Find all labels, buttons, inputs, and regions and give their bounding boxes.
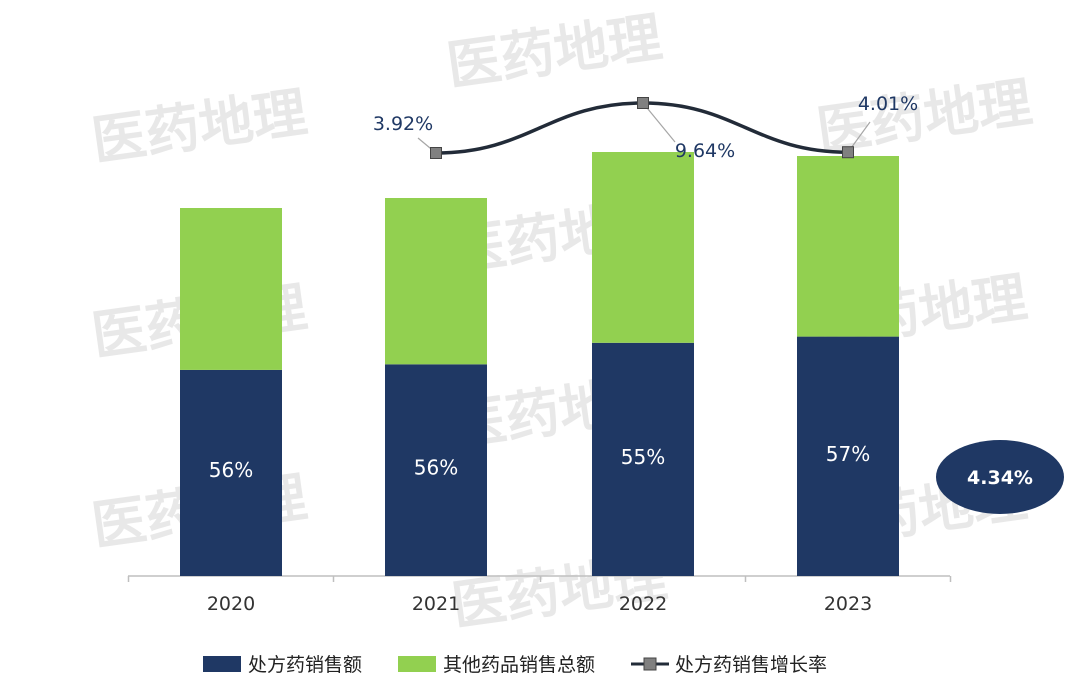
- legend-swatch-prescription: [203, 656, 241, 672]
- callout-badge: 4.34%: [936, 440, 1064, 514]
- growth-marker-2022: [637, 97, 649, 109]
- legend-marker-growth: [643, 657, 657, 671]
- growth-label-2021: 3.92%: [373, 113, 433, 135]
- bar-other-2022: [592, 152, 694, 343]
- bars-layer: 56% 56% 55% 57%: [180, 152, 899, 576]
- growth-line-layer: 3.92% 9.64% 4.01%: [373, 93, 918, 162]
- growth-rate-line: [435, 101, 849, 155]
- callout-text: 4.34%: [967, 467, 1033, 489]
- x-tick-layer: 2020 2021 2022 2023: [127, 576, 952, 615]
- bar-other-2020: [180, 208, 282, 370]
- watermark-text: 医药地理: [443, 5, 666, 97]
- growth-marker-2021: [430, 147, 442, 159]
- legend-swatch-other: [398, 656, 436, 672]
- callout-ellipse: [936, 440, 1064, 514]
- x-tick-label-2023: 2023: [824, 593, 872, 615]
- bar-prescription-2023: [797, 336, 899, 576]
- x-tick-label-2021: 2021: [412, 593, 460, 615]
- x-tick-label-2020: 2020: [207, 593, 255, 615]
- bar-other-2021: [385, 198, 487, 365]
- watermark-text: 医药地理: [88, 80, 311, 172]
- bar-prescription-2021: [385, 364, 487, 576]
- data-label-prescription-2023: 57%: [826, 442, 870, 466]
- data-label-prescription-2021: 56%: [414, 455, 458, 479]
- x-tick-label-2022: 2022: [619, 593, 667, 615]
- legend: 处方药销售额 其他药品销售总额 处方药销售增长率: [203, 654, 827, 676]
- bar-other-2023: [797, 156, 899, 337]
- growth-label-2022: 9.64%: [675, 140, 735, 162]
- data-label-prescription-2022: 55%: [621, 445, 665, 469]
- growth-label-2023: 4.01%: [858, 93, 918, 115]
- legend-label-growth: 处方药销售增长率: [675, 654, 827, 676]
- bar-prescription-2022: [592, 342, 694, 576]
- leader-line-2022: [642, 102, 676, 143]
- growth-marker-2023: [842, 146, 854, 159]
- bar-prescription-2020: [180, 369, 282, 576]
- data-label-prescription-2020: 56%: [209, 458, 253, 482]
- legend-label-other: 其他药品销售总额: [443, 654, 595, 676]
- legend-label-prescription: 处方药销售额: [248, 654, 362, 676]
